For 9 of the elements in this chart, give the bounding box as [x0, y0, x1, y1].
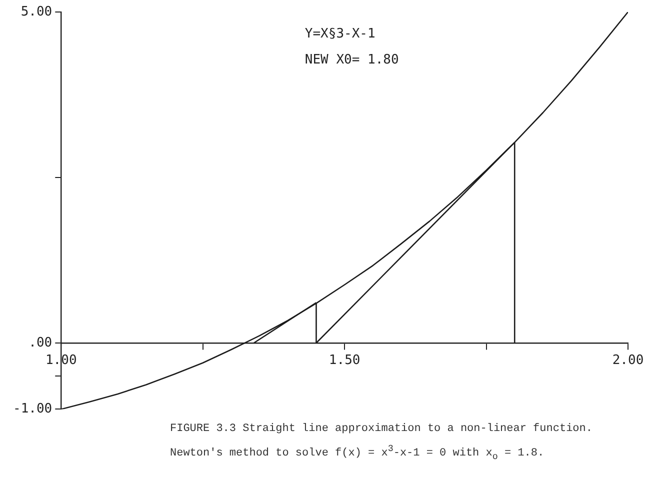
x-tick-label: 2.00 [612, 353, 644, 368]
caption: FIGURE 3.3 Straight line approximation to a non-linear function. [170, 422, 594, 437]
annotation: Y=X§3-X-1 [304, 26, 376, 42]
y-tick-label: -1.00 [12, 402, 52, 417]
y-tick-label: 5.00 [20, 4, 52, 20]
annotation: NEW X0= 1.80 [304, 52, 399, 68]
x-tick-label: 1.50 [328, 353, 360, 368]
y-tick-label: .00 [28, 335, 52, 350]
text: Newton's method to solve f(x) = x$^{3}$-x-1 = 0 with x$_{o}$ = 1.8. [170, 442, 546, 464]
